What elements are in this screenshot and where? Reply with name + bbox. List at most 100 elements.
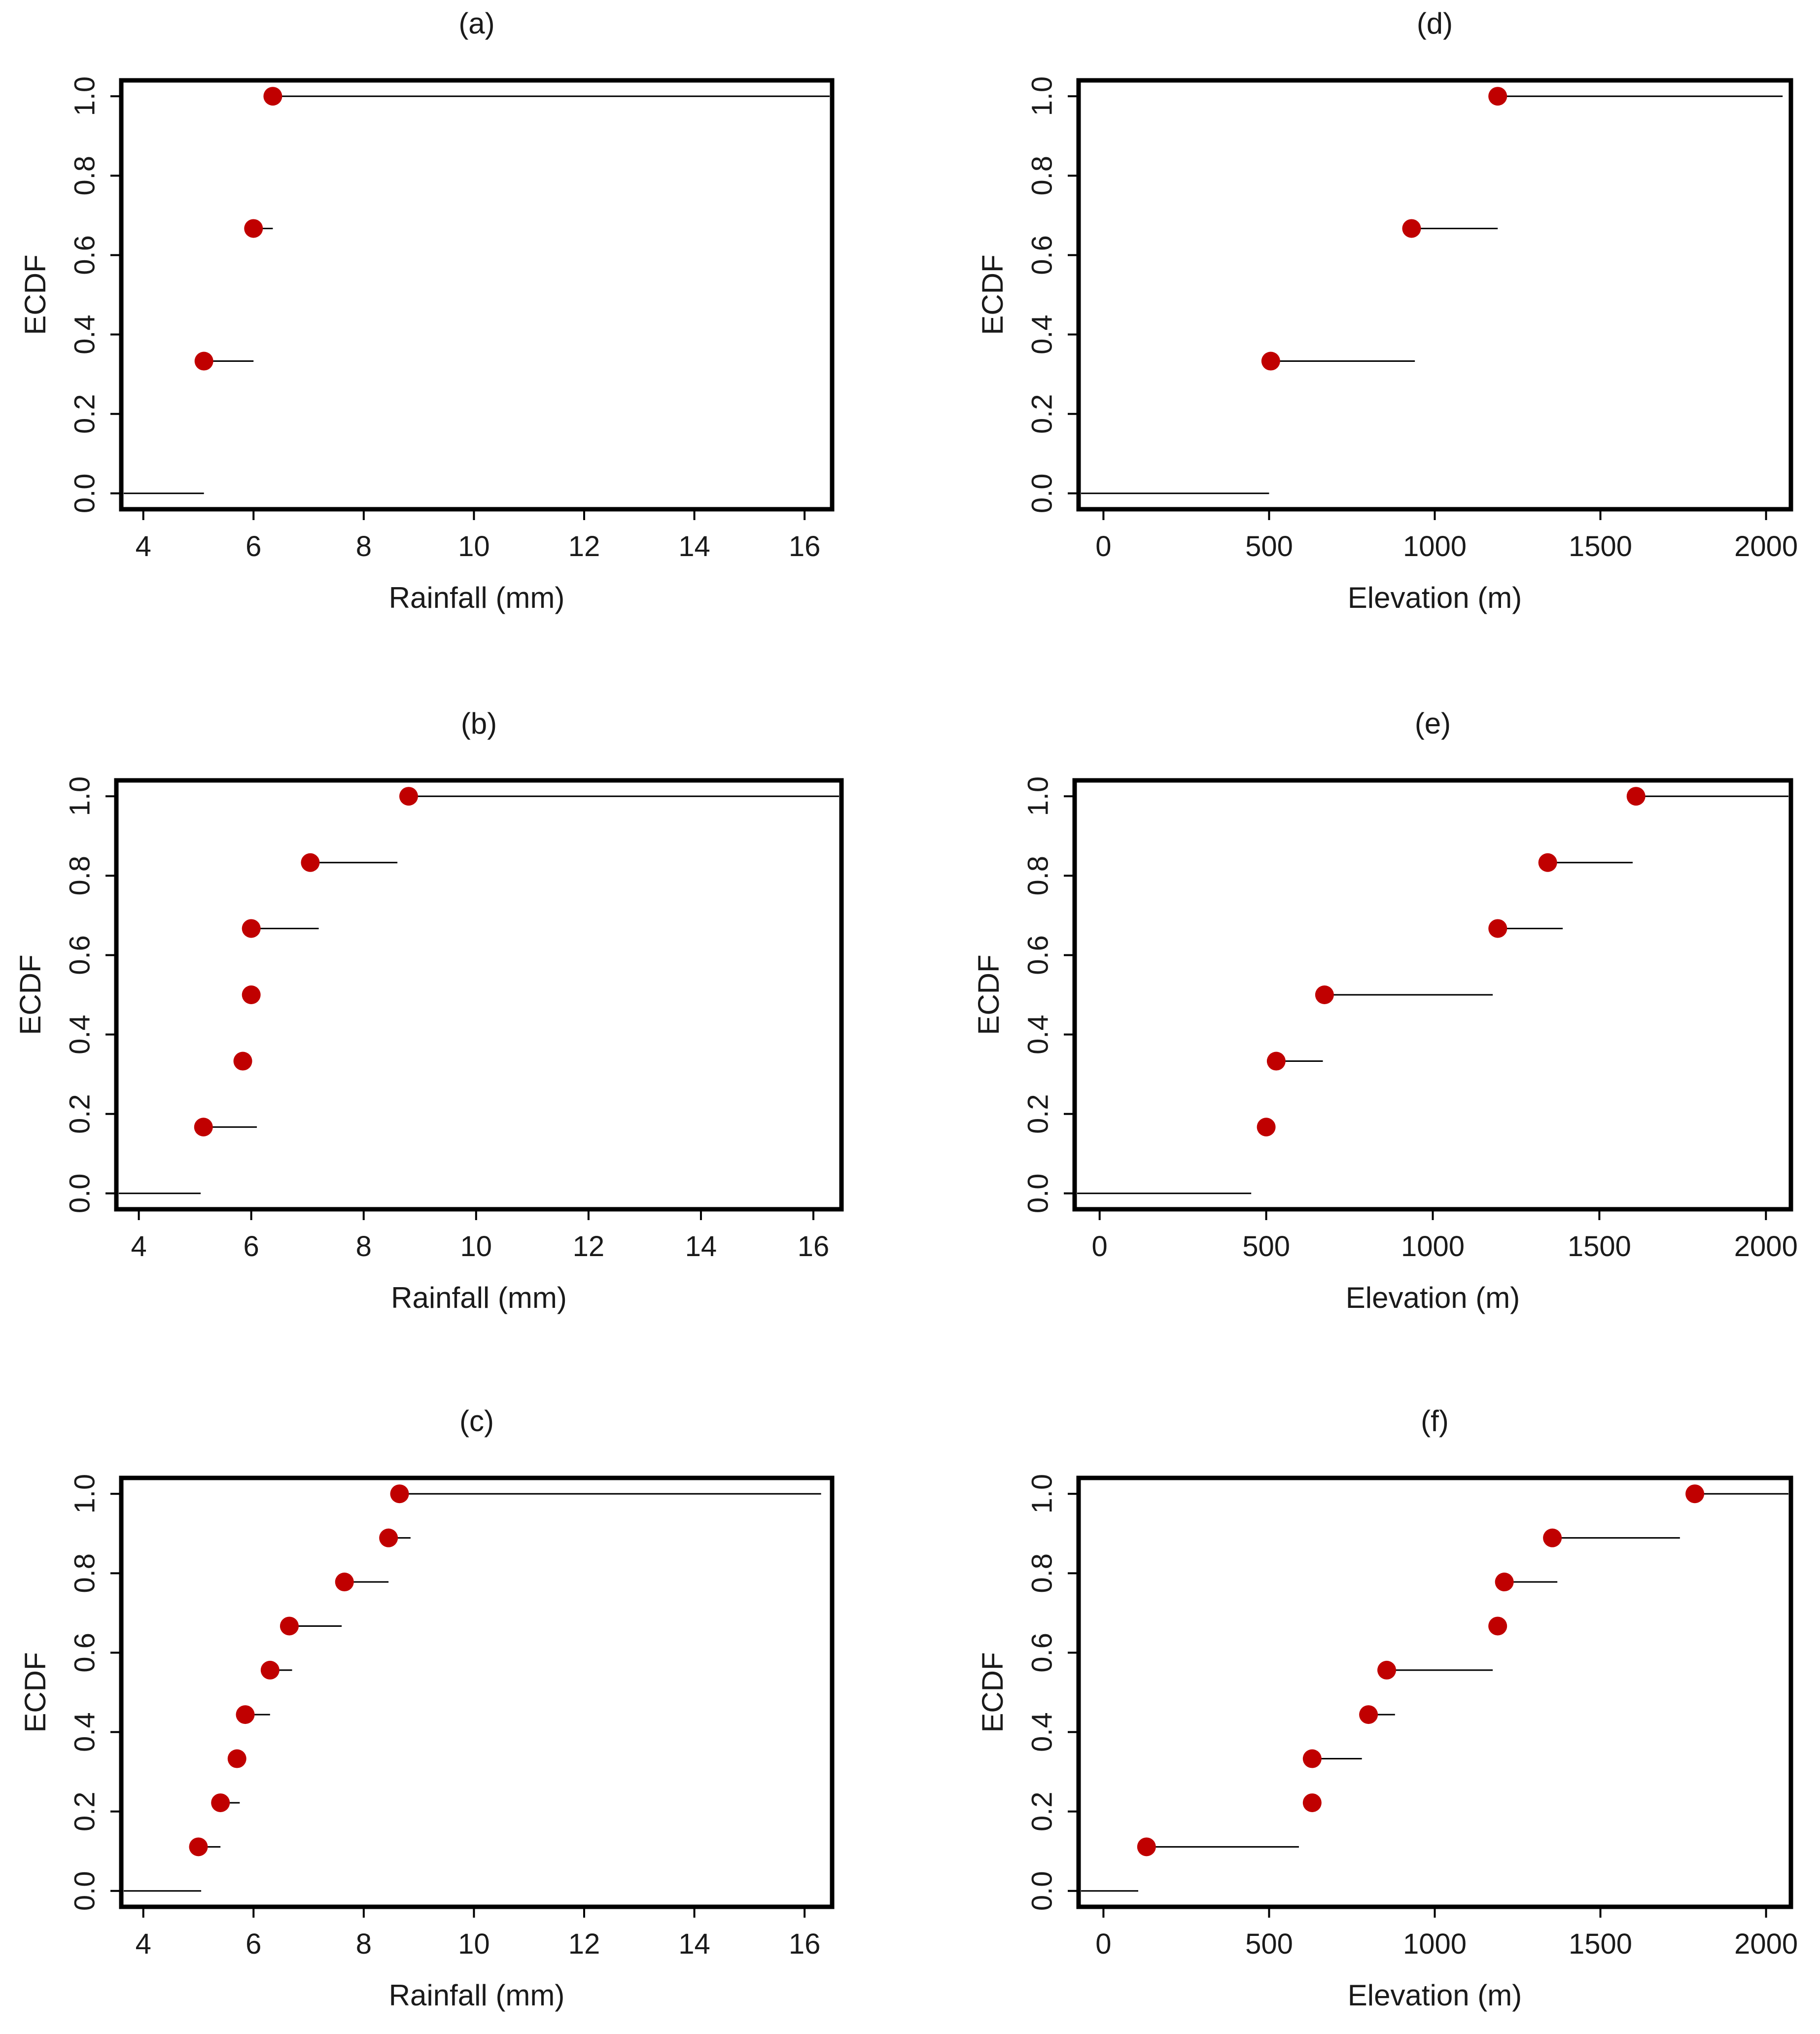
data-point — [1538, 853, 1557, 872]
x-axis-label: Elevation (m) — [1348, 1979, 1522, 2012]
y-tick-label: 0.8 — [69, 156, 101, 196]
ecdf-panel: (b) 4 6 8 10 12 14 16 0.0 0.2 0.4 0.6 0.8 1.0 Rainfall… — [14, 707, 844, 1314]
y-tick-label: 1.0 — [1022, 776, 1054, 816]
y-tick-label: 0.8 — [69, 1553, 101, 1593]
x-tick-label: 10 — [458, 1928, 490, 1960]
data-point — [227, 1749, 246, 1768]
data-point — [1402, 219, 1421, 238]
data-point — [1495, 1573, 1514, 1592]
data-point — [1488, 919, 1507, 938]
y-tick-label: 0.0 — [69, 473, 101, 513]
y-tick-label: 0.0 — [1026, 473, 1058, 513]
y-tick-label: 0.0 — [69, 1871, 101, 1911]
y-tick-label: 0.6 — [1022, 935, 1054, 975]
plot-frame — [114, 778, 844, 1212]
y-tick-label: 0.4 — [64, 1015, 96, 1054]
x-tick-label: 14 — [678, 1928, 710, 1960]
y-tick-label: 0.0 — [1026, 1871, 1058, 1911]
y-tick-label: 0.4 — [1022, 1015, 1054, 1054]
y-tick-label: 0.2 — [64, 1094, 96, 1134]
x-tick-label: 2000 — [1734, 1928, 1798, 1960]
x-tick-label: 0 — [1095, 1928, 1111, 1960]
data-point — [1359, 1705, 1378, 1724]
x-tick-label: 4 — [131, 1230, 146, 1262]
y-tick-label: 1.0 — [1026, 1474, 1058, 1514]
data-point — [301, 853, 320, 872]
y-tick-label: 0.6 — [1026, 235, 1058, 275]
y-tick-label: 1.0 — [64, 776, 96, 816]
ecdf-panel: (e) 0 500 1000 1500 2000 0.0 0.2 0.4 0.6 0.8 1.0 Ele… — [972, 707, 1798, 1314]
data-point — [1315, 985, 1334, 1004]
x-tick-label: 1500 — [1568, 1230, 1631, 1262]
panel-title: (b) — [461, 707, 497, 740]
data-point — [1488, 87, 1507, 106]
data-point — [242, 919, 261, 938]
x-tick-label: 12 — [568, 1928, 600, 1960]
ecdf-panel: (d) 0 500 1000 1500 2000 0.0 0.2 0.4 0.6 0.8 1.0 Ele… — [976, 7, 1798, 614]
x-tick-label: 1500 — [1569, 1928, 1632, 1960]
data-point — [390, 1484, 409, 1504]
panel-title: (a) — [458, 7, 494, 40]
data-point — [1261, 351, 1280, 371]
x-tick-label: 4 — [136, 530, 151, 562]
y-tick-label: 0.8 — [64, 856, 96, 896]
y-tick-label: 0.8 — [1026, 1553, 1058, 1593]
y-axis-label: ECDF — [19, 1652, 52, 1732]
data-point — [335, 1573, 354, 1592]
x-tick-label: 12 — [568, 530, 600, 562]
data-point — [263, 87, 282, 106]
y-tick-label: 0.4 — [1026, 315, 1058, 354]
x-axis-label: Rainfall (mm) — [389, 1979, 565, 2012]
x-tick-label: 6 — [245, 1928, 261, 1960]
x-tick-label: 10 — [460, 1230, 492, 1262]
data-point — [1266, 1052, 1286, 1071]
data-point — [1685, 1484, 1705, 1504]
y-tick-label: 0.2 — [1026, 1791, 1058, 1831]
x-tick-label: 16 — [798, 1230, 830, 1262]
data-point — [399, 787, 418, 806]
x-axis-label: Rainfall (mm) — [389, 581, 565, 614]
plot-frame — [119, 1475, 835, 1909]
data-point — [194, 1118, 213, 1137]
x-tick-label: 16 — [789, 1928, 821, 1960]
x-tick-label: 8 — [356, 1230, 372, 1262]
ecdf-panel: (f) 0 500 1000 1500 2000 0.0 0.2 0.4 0.6 0.8 1.0 Ele… — [976, 1404, 1798, 2012]
panel-title: (f) — [1421, 1404, 1449, 1438]
y-tick-label: 0.0 — [1022, 1173, 1054, 1213]
data-point — [189, 1837, 208, 1857]
y-tick-label: 0.4 — [69, 1712, 101, 1752]
plot-frame — [119, 78, 835, 512]
x-tick-label: 2000 — [1734, 1230, 1798, 1262]
ecdf-panel: (c) 4 6 8 10 12 14 16 0.0 0.2 0.4 0.6 0.8 1.0 Rainfall… — [19, 1404, 835, 2012]
x-tick-label: 500 — [1245, 530, 1293, 562]
data-point — [1488, 1616, 1507, 1636]
y-tick-label: 0.4 — [69, 315, 101, 354]
x-tick-label: 1000 — [1403, 530, 1467, 562]
data-point — [1257, 1118, 1276, 1137]
y-axis-label: ECDF — [976, 1652, 1009, 1732]
data-point — [194, 351, 213, 371]
y-tick-label: 0.2 — [1022, 1094, 1054, 1134]
y-tick-label: 0.6 — [1026, 1633, 1058, 1673]
x-tick-label: 1500 — [1569, 530, 1632, 562]
data-point — [1137, 1837, 1156, 1857]
plot-frame — [1076, 78, 1793, 512]
plot-frame — [1076, 1475, 1793, 1909]
x-tick-label: 10 — [458, 530, 490, 562]
x-tick-label: 500 — [1245, 1928, 1293, 1960]
data-point — [1302, 1749, 1322, 1768]
data-point — [236, 1705, 255, 1724]
x-axis-label: Elevation (m) — [1346, 1281, 1520, 1314]
x-tick-label: 12 — [573, 1230, 605, 1262]
y-tick-label: 0.4 — [1026, 1712, 1058, 1752]
y-tick-label: 0.2 — [1026, 394, 1058, 434]
y-tick-label: 0.6 — [64, 935, 96, 975]
y-tick-label: 1.0 — [1026, 76, 1058, 116]
x-tick-label: 16 — [789, 530, 821, 562]
y-axis-label: ECDF — [14, 954, 47, 1035]
panel-title: (d) — [1417, 7, 1453, 40]
data-point — [379, 1528, 398, 1547]
x-tick-label: 6 — [244, 1230, 259, 1262]
y-tick-label: 0.2 — [69, 1791, 101, 1831]
